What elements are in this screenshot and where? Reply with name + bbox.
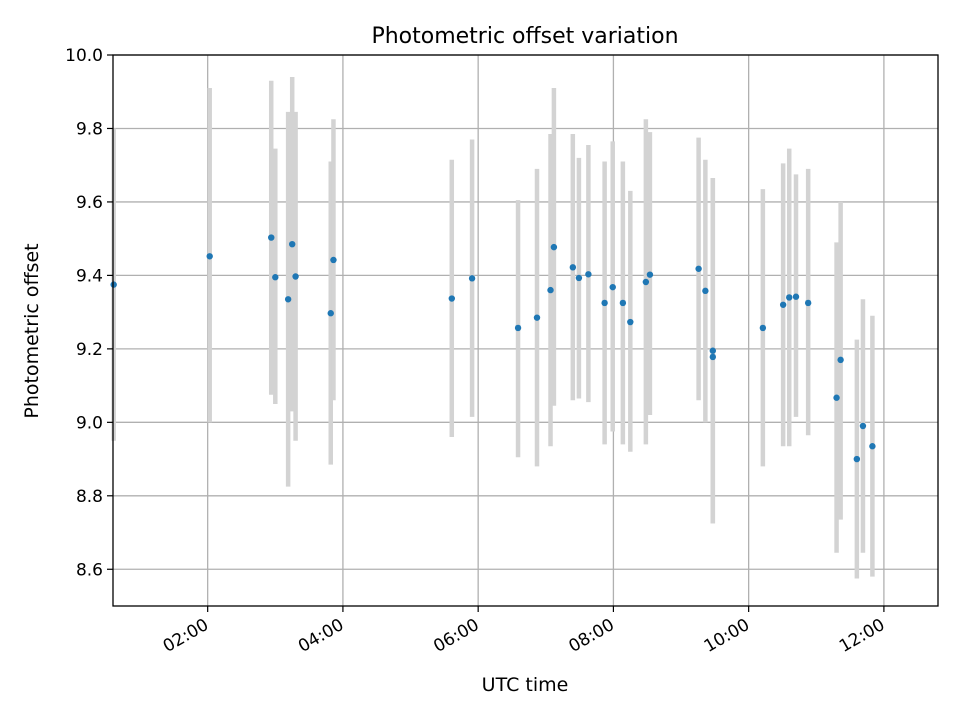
data-point bbox=[289, 240, 296, 248]
data-point bbox=[709, 353, 717, 361]
data-point bbox=[533, 314, 541, 321]
data-point bbox=[619, 299, 627, 307]
y-tick-label: 8.8 bbox=[76, 487, 103, 507]
data-point bbox=[646, 271, 654, 278]
data-point bbox=[292, 273, 299, 280]
data-point bbox=[709, 347, 717, 354]
y-axis-label: Photometric offset bbox=[21, 243, 43, 418]
data-point bbox=[575, 274, 583, 282]
data-point bbox=[514, 324, 522, 332]
y-tick-label: 9.6 bbox=[76, 193, 103, 213]
chart-title: Photometric offset variation bbox=[371, 24, 678, 49]
y-tick-label: 9.4 bbox=[76, 266, 103, 286]
data-point bbox=[448, 295, 455, 302]
data-point bbox=[833, 394, 840, 401]
data-point bbox=[468, 275, 476, 282]
data-point bbox=[642, 278, 650, 286]
data-point bbox=[569, 264, 577, 271]
data-point bbox=[695, 265, 702, 272]
data-point bbox=[547, 286, 554, 294]
y-tick-label: 10.0 bbox=[65, 46, 103, 66]
data-point bbox=[759, 324, 767, 332]
data-point bbox=[702, 287, 709, 295]
data-point bbox=[585, 271, 592, 278]
data-point bbox=[627, 318, 634, 326]
plot-frame bbox=[112, 54, 939, 607]
data-point bbox=[869, 443, 876, 450]
data-point bbox=[284, 296, 292, 303]
data-point bbox=[609, 283, 616, 291]
data-point bbox=[792, 293, 800, 300]
y-axis-ticks: 8.6 8.8 9.0 9.2 9.4 9.6 9.8 10.0 bbox=[65, 46, 113, 580]
data-point bbox=[853, 455, 861, 463]
data-point bbox=[786, 294, 793, 301]
y-tick-label: 9.8 bbox=[76, 119, 103, 139]
data-point bbox=[206, 253, 213, 260]
data-point bbox=[268, 234, 275, 241]
y-tick-label: 8.6 bbox=[76, 560, 103, 580]
data-point bbox=[272, 274, 279, 281]
y-tick-label: 9.0 bbox=[76, 413, 103, 433]
data-point bbox=[327, 310, 334, 317]
data-point bbox=[859, 422, 867, 430]
x-axis-label: UTC time bbox=[482, 674, 569, 696]
data-points bbox=[110, 234, 876, 463]
data-point bbox=[110, 281, 117, 288]
y-tick-label: 9.2 bbox=[76, 340, 103, 360]
data-point bbox=[804, 299, 812, 307]
data-point bbox=[837, 356, 844, 364]
data-point bbox=[779, 301, 787, 308]
data-point bbox=[550, 243, 558, 251]
data-point bbox=[330, 256, 337, 264]
data-point bbox=[601, 299, 608, 307]
